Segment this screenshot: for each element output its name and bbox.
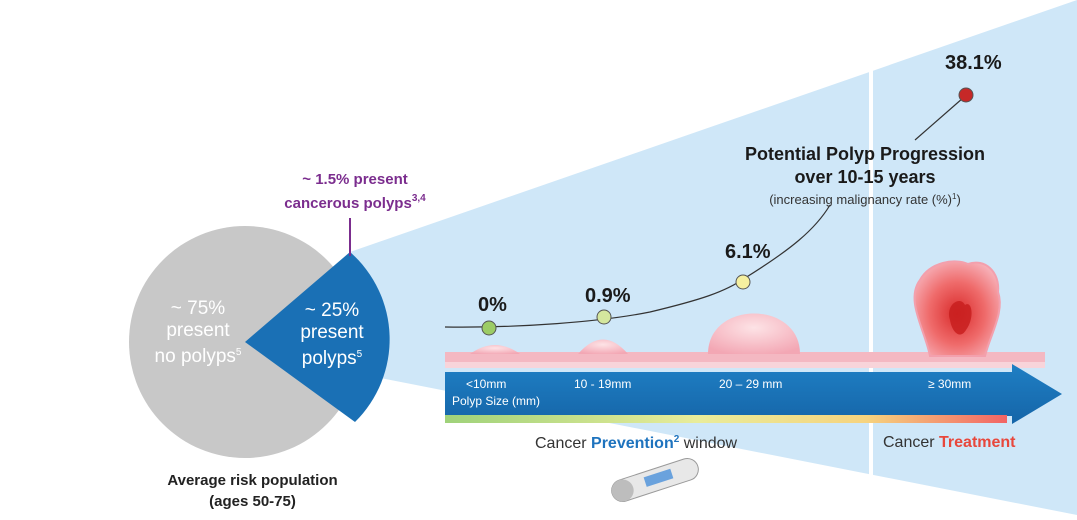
rate-label-2: 6.1% <box>725 241 771 263</box>
capsule-icon <box>611 457 699 503</box>
progression-title: Potential Polyp Progression over 10-15 y… <box>744 144 986 187</box>
rate-point-2 <box>735 274 751 290</box>
population-pie <box>129 226 390 458</box>
rate-label-3: 38.1% <box>945 52 1002 74</box>
polyps-label: ~ 25% present polyps5 <box>300 300 364 369</box>
axis-label: Polyp Size (mm) <box>452 394 541 408</box>
colon-tissue <box>445 260 1045 368</box>
risk-gradient-bar <box>445 415 1007 423</box>
polyp-size-arrow <box>445 364 1062 424</box>
progression-curve-upper <box>914 97 964 141</box>
rate-label-1: 0.9% <box>585 285 631 307</box>
polyp-small <box>470 345 520 354</box>
window-divider <box>869 60 873 500</box>
size-label-2: 20 – 29 mm <box>719 377 783 391</box>
progression-curve <box>444 204 831 328</box>
size-label-0: <10mm <box>466 377 507 391</box>
population-caption: Average risk population (ages 50-75) <box>167 472 338 510</box>
polyp-large <box>708 313 800 354</box>
progression-subtitle: (increasing malignancy rate (%)1) <box>769 192 961 207</box>
size-label-3: ≥ 30mm <box>928 377 972 391</box>
treatment-window-label: Cancer Treatment <box>883 434 1016 451</box>
pie-slice-polyps <box>245 252 390 422</box>
cancerous-polyps-annotation: ~ 1.5% present cancerous polyps3,4 <box>284 171 426 212</box>
polyp-medium <box>578 339 628 354</box>
no-polyps-label: ~ 75% present no polyps5 <box>154 298 242 367</box>
rate-label-0: 0% <box>478 294 507 316</box>
prevention-window-label: Cancer Prevention2 window <box>535 434 738 452</box>
size-label-1: 10 - 19mm <box>574 377 632 391</box>
rate-point-1 <box>596 309 612 325</box>
rate-point-0 <box>481 320 497 336</box>
progression-title-block: Potential Polyp Progression over 10-15 y… <box>715 143 1015 207</box>
rate-point-3 <box>958 87 974 103</box>
